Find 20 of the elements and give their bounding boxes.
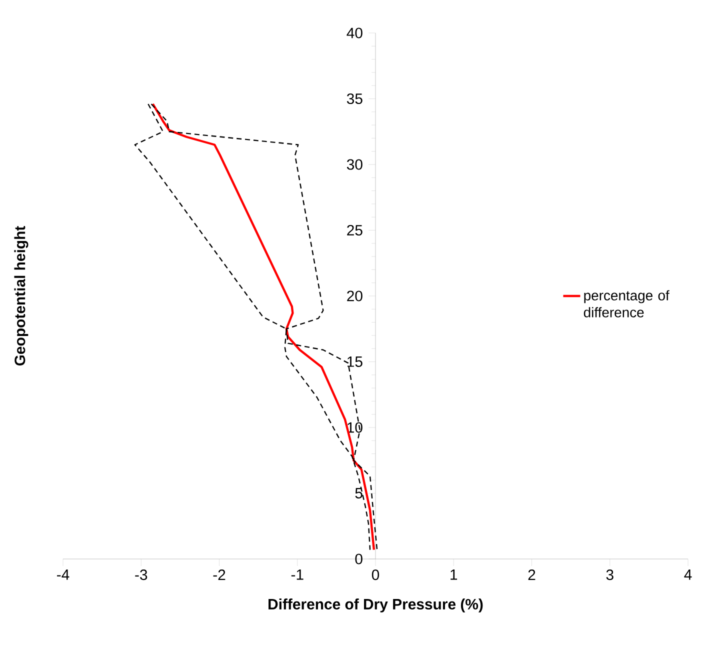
x-tick-label: 4 — [684, 570, 692, 580]
x-tick-label: 0 — [372, 570, 380, 580]
x-axis-title: Difference of Dry Pressure (%) — [268, 598, 483, 612]
x-tick-label: -1 — [291, 570, 304, 580]
y-axis-title: Geopotential height — [14, 226, 28, 366]
x-tick-label: 2 — [528, 570, 536, 580]
y-tick-label: 20 — [347, 290, 362, 302]
y-tick-label: 0 — [355, 554, 362, 564]
y-tick-label: 35 — [346, 93, 362, 104]
x-tick-label: 3 — [606, 570, 614, 580]
legend-label: percentage of difference — [584, 290, 670, 318]
x-tick-label: -2 — [213, 570, 226, 580]
x-tick-label: -4 — [57, 570, 70, 580]
y-tick-label: 40 — [346, 28, 362, 38]
y-tick-label: 30 — [346, 159, 362, 170]
y-tick-label: 25 — [347, 224, 362, 236]
y-tick-label: 15 — [348, 356, 362, 367]
y-tick-label: 5 — [355, 488, 362, 498]
x-tick-label: -3 — [135, 570, 148, 580]
x-tick-label: 1 — [450, 570, 458, 580]
